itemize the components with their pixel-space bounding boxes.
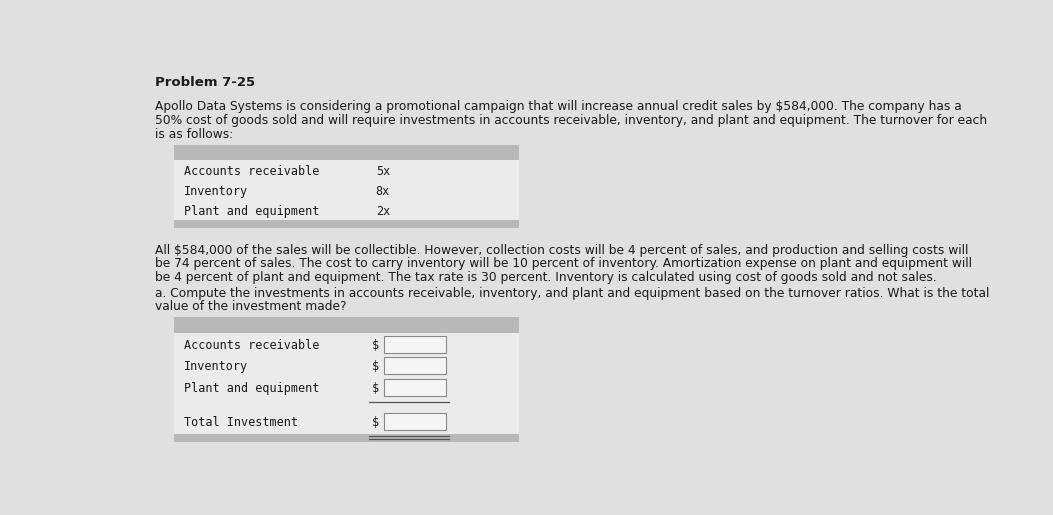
Text: value of the investment made?: value of the investment made? xyxy=(155,300,346,314)
Text: 50% cost of goods sold and will require investments in accounts receivable, inve: 50% cost of goods sold and will require … xyxy=(155,114,987,127)
Text: be 74 percent of sales. The cost to carry inventory will be 10 percent of invent: be 74 percent of sales. The cost to carr… xyxy=(155,258,972,270)
Bar xyxy=(384,413,446,430)
Bar xyxy=(174,333,519,435)
Bar xyxy=(174,220,519,228)
Text: Accounts receivable: Accounts receivable xyxy=(183,339,319,352)
Bar xyxy=(384,379,446,396)
Text: be 4 percent of plant and equipment. The tax rate is 30 percent. Inventory is ca: be 4 percent of plant and equipment. The… xyxy=(155,271,936,284)
Text: $: $ xyxy=(372,360,379,373)
Bar xyxy=(174,160,519,220)
Text: $: $ xyxy=(372,339,379,352)
Bar xyxy=(174,435,519,442)
Text: Problem 7-25: Problem 7-25 xyxy=(155,76,255,89)
Text: 2x: 2x xyxy=(376,205,390,218)
Text: Plant and equipment: Plant and equipment xyxy=(183,382,319,395)
Bar xyxy=(174,317,519,333)
Text: Inventory: Inventory xyxy=(183,360,247,373)
Bar xyxy=(384,357,446,374)
Text: a. Compute the investments in accounts receivable, inventory, and plant and equi: a. Compute the investments in accounts r… xyxy=(155,287,989,300)
Text: $: $ xyxy=(372,416,379,428)
Text: is as follows:: is as follows: xyxy=(155,128,233,141)
Text: Total Investment: Total Investment xyxy=(183,416,298,428)
Text: $: $ xyxy=(372,382,379,395)
Text: Inventory: Inventory xyxy=(183,185,247,198)
Text: Accounts receivable: Accounts receivable xyxy=(183,165,319,178)
Text: 8x: 8x xyxy=(376,185,390,198)
Bar xyxy=(384,336,446,353)
Bar xyxy=(174,145,519,160)
Text: 5x: 5x xyxy=(376,165,390,178)
Text: All $584,000 of the sales will be collectible. However, collection costs will be: All $584,000 of the sales will be collec… xyxy=(155,244,969,256)
Text: Plant and equipment: Plant and equipment xyxy=(183,205,319,218)
Text: Apollo Data Systems is considering a promotional campaign that will increase ann: Apollo Data Systems is considering a pro… xyxy=(155,100,961,113)
